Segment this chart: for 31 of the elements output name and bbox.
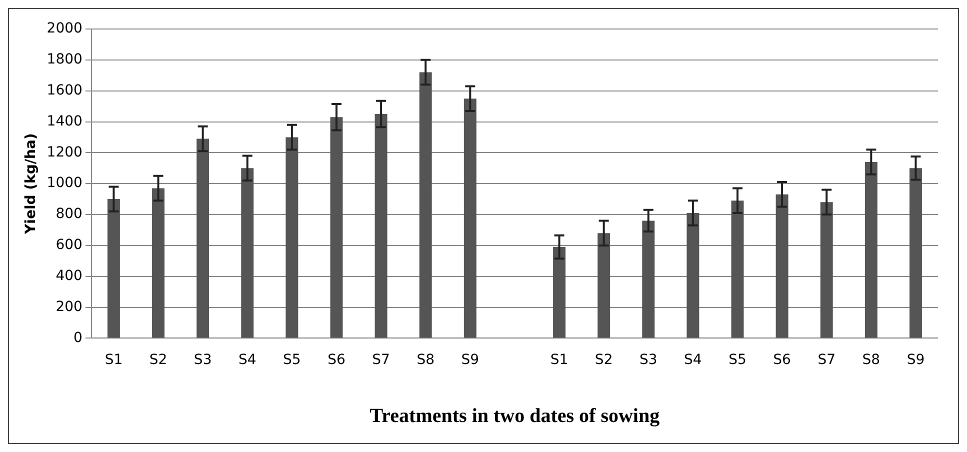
x-tick-label: S7 <box>372 352 390 368</box>
x-tick-label: S6 <box>328 352 346 368</box>
y-tick-label: 2000 <box>46 20 82 37</box>
x-tick-label: S8 <box>416 352 434 368</box>
x-tick-label: S2 <box>594 352 613 368</box>
x-tick-label: S6 <box>773 352 792 368</box>
y-tick-label: 0 <box>74 330 82 346</box>
x-tick-label: S1 <box>550 352 568 368</box>
y-tick-label: 1400 <box>46 113 82 130</box>
y-tick-label: 400 <box>56 268 82 284</box>
x-tick-label: S2 <box>149 352 168 368</box>
x-tick-label: S1 <box>104 352 123 368</box>
x-tick-label: S5 <box>728 352 746 368</box>
y-tick-label: 800 <box>56 206 82 222</box>
x-tick-label: S9 <box>906 352 925 368</box>
y-tick-label: 1600 <box>46 82 82 98</box>
x-tick-label: S5 <box>283 352 301 368</box>
x-tick-label: S7 <box>818 352 836 368</box>
x-tick-label: S8 <box>862 352 880 368</box>
y-tick-label: 1000 <box>46 175 82 192</box>
y-axis-title: Yield (kg/ha) <box>23 133 40 235</box>
y-tick-label: 1800 <box>46 52 82 68</box>
x-tick-label: S4 <box>684 352 702 368</box>
y-tick-label: 1200 <box>46 144 82 160</box>
y-tick-label: 600 <box>56 237 82 254</box>
x-tick-label: S3 <box>639 352 658 368</box>
x-axis-title: Treatments in two dates of sowing <box>370 405 660 428</box>
x-tick-label: S4 <box>238 352 256 368</box>
y-tick-label: 200 <box>56 298 82 315</box>
x-tick-label: S9 <box>461 352 480 368</box>
x-tick-label: S3 <box>194 352 212 368</box>
